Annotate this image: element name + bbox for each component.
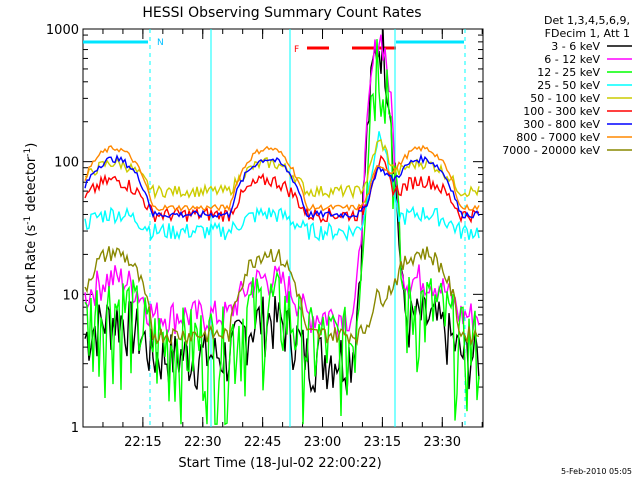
series-line xyxy=(84,131,480,242)
x-tick-label: 22:45 xyxy=(244,435,281,450)
legend-label: 7000 - 20000 keV xyxy=(502,144,600,157)
series-line xyxy=(84,154,480,224)
flare-label: F xyxy=(294,45,299,55)
series-line xyxy=(84,144,480,212)
plot-frame xyxy=(82,28,484,428)
legend-label: 50 - 100 keV xyxy=(530,92,600,105)
legend-label: 12 - 25 keV xyxy=(537,66,600,79)
series-line xyxy=(84,39,480,426)
y-tick-label: 100 xyxy=(54,156,79,171)
x-tick-label: 23:30 xyxy=(424,435,461,450)
legend-label: 100 - 300 keV xyxy=(523,105,600,118)
legend-label: 800 - 7000 keV xyxy=(516,131,600,144)
legend: Det 1,3,4,5,6,9,FDecim 1, Att 13 - 6 keV… xyxy=(502,14,632,157)
series-line xyxy=(84,246,480,347)
x-tick-label: 22:15 xyxy=(124,435,161,450)
legend-label: 25 - 50 keV xyxy=(537,79,600,92)
legend-header: FDecim 1, Att 1 xyxy=(545,27,630,40)
x-axis-label: Start Time (18-Jul-02 22:00:22) xyxy=(178,456,381,471)
legend-label: 6 - 12 keV xyxy=(544,53,600,66)
y-tick-label: 10 xyxy=(62,288,79,303)
x-axis: 22:15 22:30 22:45 23:00 23:15 23:30 xyxy=(82,29,483,450)
x-tick-label: 23:00 xyxy=(304,435,341,450)
x-tick-label: 23:15 xyxy=(364,435,401,450)
series-line xyxy=(84,139,480,200)
y-tick-label: 1 xyxy=(71,421,79,436)
night-label: N xyxy=(157,38,164,48)
footer-date: 5-Feb-2010 05:05 xyxy=(561,467,632,476)
legend-header: Det 1,3,4,5,6,9, xyxy=(544,14,630,27)
series-line xyxy=(84,34,480,339)
y-axis-label: Count Rate (s-1 detector-1) xyxy=(23,143,39,314)
legend-label: 300 - 800 keV xyxy=(523,118,600,131)
legend-label: 3 - 6 keV xyxy=(551,40,600,53)
chart-title: HESSI Observing Summary Count Rates xyxy=(142,5,421,21)
y-tick-label: 1000 xyxy=(46,23,79,38)
series-lines xyxy=(84,29,480,426)
x-tick-label: 22:30 xyxy=(184,435,221,450)
y-axis: 1 10 100 1000 xyxy=(46,23,483,436)
series-line xyxy=(84,153,480,219)
